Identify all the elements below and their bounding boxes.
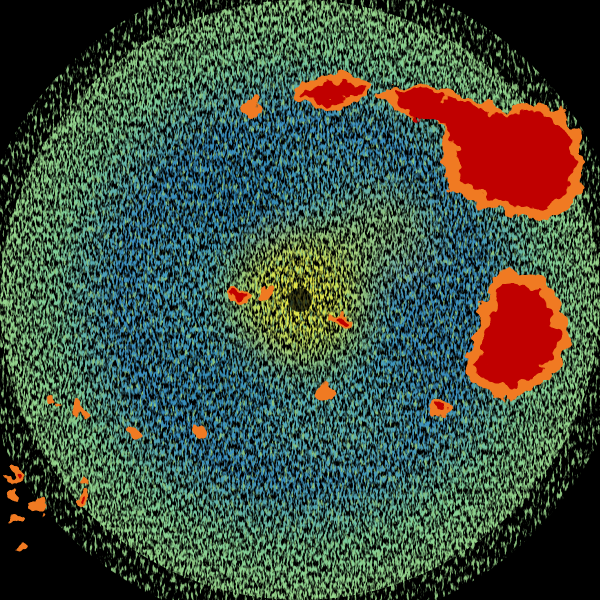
storm-cells [7,75,583,554]
